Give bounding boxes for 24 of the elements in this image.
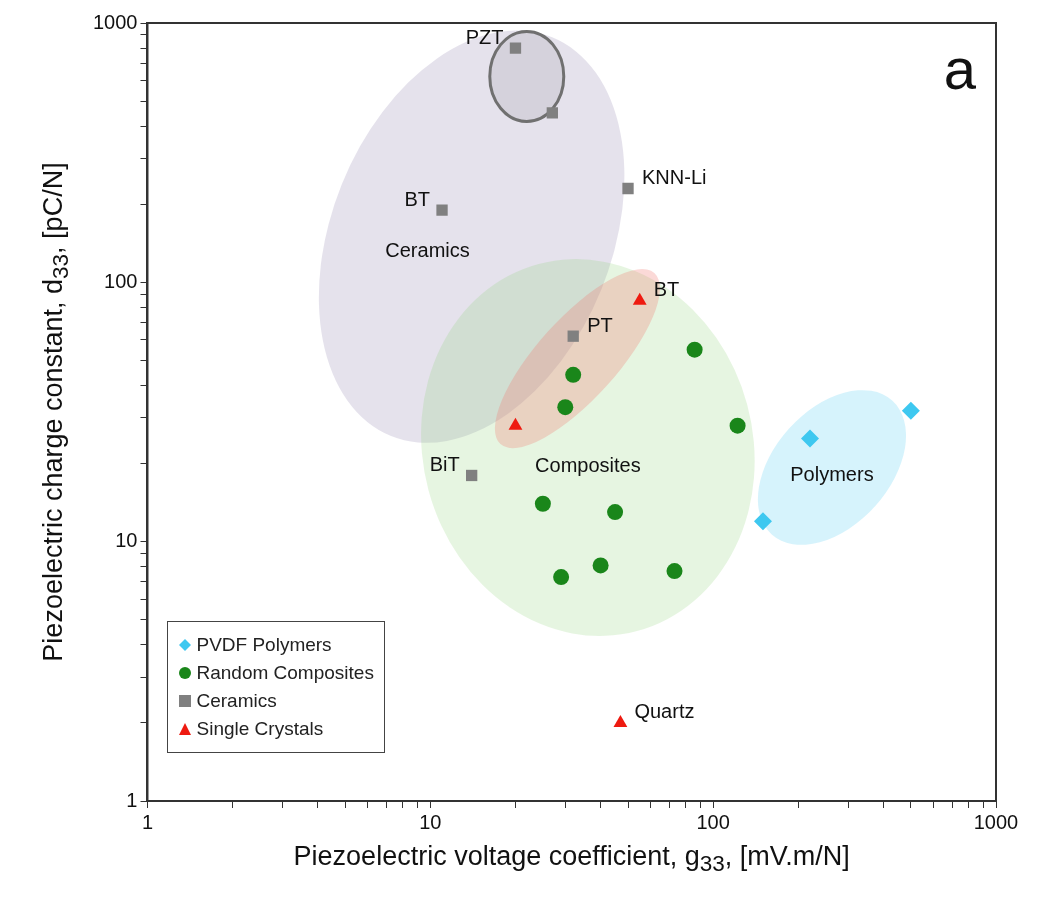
annotation: BT — [653, 278, 680, 301]
legend-label: PVDF Polymers — [196, 634, 332, 656]
y-tick-label: 1000 — [92, 10, 138, 33]
annotation: BiT — [429, 452, 460, 475]
annotation: a — [943, 36, 977, 101]
annotation: Polymers — [790, 462, 874, 485]
legend-label: Ceramics — [196, 690, 277, 712]
x-tick-label: 1 — [141, 810, 154, 833]
y-tick-label: 10 — [115, 529, 138, 552]
annotation: Composites — [535, 453, 641, 476]
annotation: Quartz — [634, 700, 695, 723]
legend-label: Single Crystals — [196, 718, 324, 740]
annotation: PT — [587, 313, 613, 336]
x-tick-label: 100 — [696, 810, 730, 833]
y-tick-label: 100 — [104, 269, 138, 292]
x-axis-title: Piezoelectric voltage coefficient, g$_{33}$, [mV.m/N] — [292, 841, 851, 878]
x-tick-label: 1000 — [973, 810, 1019, 833]
x-tick-label: 10 — [419, 810, 442, 833]
annotation: Ceramics — [385, 239, 470, 262]
y-tick-label: 1 — [126, 788, 138, 811]
annotation: BT — [404, 187, 431, 210]
annotation: PZT — [465, 25, 504, 48]
annotation: KNN-Li — [642, 166, 707, 189]
legend-label: Random Composites — [196, 662, 374, 684]
